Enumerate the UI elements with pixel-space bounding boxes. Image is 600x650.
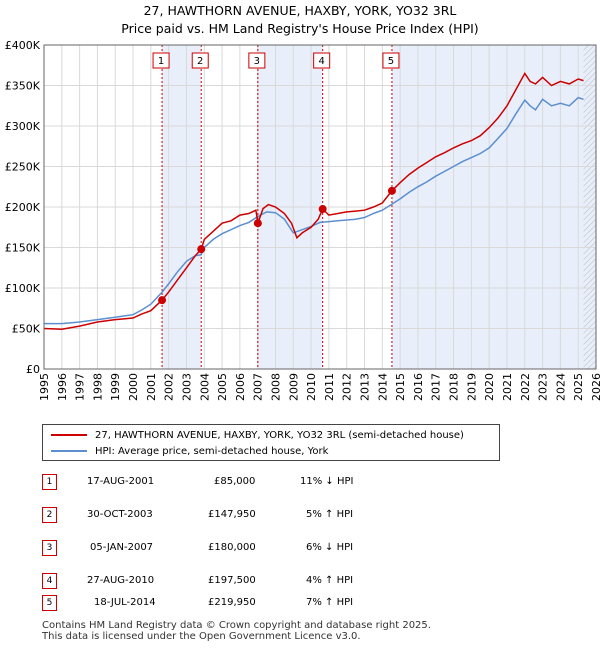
sale-number-box bbox=[313, 52, 331, 69]
x-tick-label: 2004 bbox=[198, 373, 211, 401]
x-tick-label: 2007 bbox=[252, 373, 265, 401]
x-tick-label: 2022 bbox=[519, 373, 532, 401]
x-tick-label: 2011 bbox=[323, 373, 336, 401]
table-row: 1 17-AUG-2001 £85,000 11% ↓ HPI bbox=[42, 474, 402, 490]
footer-copyright: Contains HM Land Registry data © Crown c… bbox=[42, 620, 431, 631]
legend: 27, HAWTHORN AVENUE, HAXBY, YORK, YO32 3… bbox=[42, 424, 500, 461]
table-row: 4 27-AUG-2010 £197,500 4% ↑ HPI bbox=[42, 573, 402, 589]
sale-point bbox=[197, 245, 206, 254]
sale-number-label: 5 bbox=[388, 56, 394, 67]
x-tick-label: 2017 bbox=[430, 373, 443, 401]
x-tick-label: 2021 bbox=[501, 373, 514, 401]
legend-label-hpi: HPI: Average price, semi-detached house,… bbox=[95, 445, 329, 457]
sale-date: 27-AUG-2010 bbox=[87, 575, 155, 586]
y-tick-label: £300K bbox=[5, 120, 41, 133]
sale-number-label: 1 bbox=[158, 56, 164, 67]
sale-hpi-diff: 11% ↓ HPI bbox=[300, 476, 354, 487]
y-tick-label: £400K bbox=[5, 39, 41, 52]
sale-price: £219,950 bbox=[208, 597, 256, 608]
sale-point bbox=[158, 296, 167, 305]
sale-price: £85,000 bbox=[214, 476, 256, 487]
x-tick-label: 2024 bbox=[554, 373, 567, 401]
x-tick-label: 2026 bbox=[590, 373, 600, 401]
x-tick-label: 2002 bbox=[163, 373, 176, 401]
y-tick-label: £250K bbox=[5, 161, 41, 174]
x-tick-label: 2014 bbox=[376, 373, 389, 401]
sale-number: 2 bbox=[42, 507, 57, 523]
sale-number-label: 4 bbox=[318, 56, 324, 67]
sale-number: 3 bbox=[42, 540, 57, 556]
x-tick-label: 2003 bbox=[180, 373, 193, 401]
chart-title: 27, HAWTHORN AVENUE, HAXBY, YORK, YO32 3… bbox=[143, 3, 457, 18]
y-tick-label: £50K bbox=[12, 323, 41, 336]
sale-price: £180,000 bbox=[208, 542, 256, 553]
sale-number: 1 bbox=[42, 474, 57, 490]
legend-swatch-hpi bbox=[51, 450, 87, 452]
sale-date: 30-OCT-2003 bbox=[87, 509, 153, 520]
sale-price: £147,950 bbox=[208, 509, 256, 520]
x-tick-label: 2008 bbox=[269, 373, 282, 401]
sale-hpi-diff: 4% ↑ HPI bbox=[306, 575, 354, 586]
x-tick-label: 2013 bbox=[359, 373, 372, 401]
x-tick-label: 2012 bbox=[341, 373, 354, 401]
sale-point bbox=[253, 219, 262, 228]
x-tick-label: 2009 bbox=[287, 373, 300, 401]
sale-hpi-diff: 6% ↓ HPI bbox=[306, 542, 354, 553]
legend-label-price: 27, HAWTHORN AVENUE, HAXBY, YORK, YO32 3… bbox=[95, 429, 464, 441]
sale-price: £197,500 bbox=[208, 575, 256, 586]
x-tick-label: 1996 bbox=[56, 373, 69, 401]
x-tick-label: 1995 bbox=[38, 373, 51, 401]
sale-number-label: 3 bbox=[254, 56, 260, 67]
sale-number: 4 bbox=[42, 573, 57, 589]
sale-hpi-diff: 5% ↑ HPI bbox=[306, 509, 354, 520]
x-tick-label: 2010 bbox=[305, 373, 318, 401]
table-row: 2 30-OCT-2003 £147,950 5% ↑ HPI bbox=[42, 507, 402, 523]
x-tick-label: 2019 bbox=[465, 373, 478, 401]
sale-number-box bbox=[248, 52, 266, 69]
sale-date: 17-AUG-2001 bbox=[87, 476, 155, 487]
x-tick-label: 2005 bbox=[216, 373, 229, 401]
sale-point bbox=[318, 205, 327, 214]
x-tick-label: 2015 bbox=[394, 373, 407, 401]
y-tick-label: £200K bbox=[5, 201, 41, 214]
sale-date: 05-JAN-2007 bbox=[90, 542, 154, 553]
price-chart: £0 £50K £100K £150K £200K £250K £300K £350K £400… bbox=[5, 39, 600, 401]
table-row: 5 18-JUL-2014 £219,950 7% ↑ HPI bbox=[42, 595, 402, 611]
chart-subtitle: Price paid vs. HM Land Registry's House … bbox=[121, 21, 479, 36]
sale-number-label: 2 bbox=[197, 56, 203, 67]
x-tick-label: 2020 bbox=[483, 373, 496, 401]
x-tick-label: 2006 bbox=[234, 373, 247, 401]
x-tick-label: 2018 bbox=[448, 373, 461, 401]
x-tick-label: 2016 bbox=[412, 373, 425, 401]
legend-item-hpi: HPI: Average price, semi-detached house,… bbox=[51, 443, 328, 459]
x-tick-label: 2023 bbox=[537, 373, 550, 401]
x-tick-label: 1997 bbox=[74, 373, 87, 401]
legend-item-price: 27, HAWTHORN AVENUE, HAXBY, YORK, YO32 3… bbox=[51, 427, 464, 443]
sale-point bbox=[387, 186, 396, 195]
x-tick-label: 1999 bbox=[109, 373, 122, 401]
x-tick-label: 1998 bbox=[91, 373, 104, 401]
table-row: 3 05-JAN-2007 £180,000 6% ↓ HPI bbox=[42, 540, 402, 556]
sale-number-box bbox=[191, 52, 209, 69]
y-tick-label: £350K bbox=[5, 80, 41, 93]
sale-number: 5 bbox=[42, 595, 57, 611]
sale-hpi-diff: 7% ↑ HPI bbox=[306, 597, 354, 608]
y-tick-label: £100K bbox=[5, 282, 41, 295]
y-tick-label: £150K bbox=[5, 242, 41, 255]
x-tick-label: 2001 bbox=[145, 373, 158, 401]
hpi-line bbox=[44, 96, 584, 325]
sale-number-box bbox=[152, 52, 170, 69]
plot-frame bbox=[43, 44, 597, 370]
sale-date: 18-JUL-2014 bbox=[94, 597, 156, 608]
legend-swatch-price bbox=[51, 434, 87, 436]
footer-license: This data is licensed under the Open Gov… bbox=[42, 631, 361, 642]
x-tick-label: 2025 bbox=[572, 373, 585, 401]
y-tick-label: £0 bbox=[26, 363, 40, 376]
x-tick-label: 2000 bbox=[127, 373, 140, 401]
sale-number-box bbox=[382, 52, 400, 69]
